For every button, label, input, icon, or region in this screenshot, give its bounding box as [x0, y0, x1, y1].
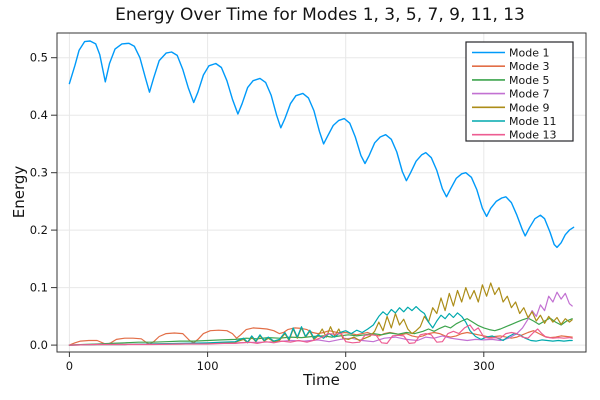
x-tick-label: 200: [335, 359, 357, 373]
y-tick-label: 0.0: [30, 338, 48, 352]
legend-label: Mode 3: [509, 60, 549, 73]
legend-label: Mode 9: [509, 101, 549, 114]
legend-entry-mode-1: Mode 1: [472, 47, 549, 60]
y-tick-label: 0.2: [30, 223, 48, 237]
series-line-mode-1: [68, 40, 575, 249]
x-tick-label: 0: [66, 359, 73, 373]
series-line-mode-5: [68, 317, 573, 346]
legend-entry-mode-11: Mode 11: [472, 115, 556, 128]
series-line-mode-3: [68, 327, 573, 346]
y-tick-label: 0.4: [30, 108, 48, 122]
x-axis-label: Time: [303, 371, 340, 389]
legend-entry-mode-7: Mode 7: [472, 88, 549, 101]
legend-label: Mode 13: [509, 129, 556, 142]
plot-frame: [56, 32, 587, 353]
legend-label: Mode 1: [509, 47, 549, 60]
series-line-mode-9: [68, 282, 573, 346]
legend-entry-mode-5: Mode 5: [472, 74, 549, 87]
legend-entry-mode-13: Mode 13: [472, 129, 556, 142]
series-line-mode-13: [68, 324, 573, 346]
legend-label: Mode 11: [509, 115, 556, 128]
legend-label: Mode 7: [509, 88, 549, 101]
legend-entry-mode-3: Mode 3: [472, 60, 549, 73]
legend-box: [465, 41, 574, 142]
x-tick-label: 100: [197, 359, 219, 373]
y-tick-label: 0.1: [30, 281, 48, 295]
series-line-mode-11: [68, 306, 573, 346]
chart-title: Energy Over Time for Modes 1, 3, 5, 7, 9…: [115, 5, 525, 25]
y-tick-label: 0.3: [30, 166, 48, 180]
x-tick-label: 300: [473, 359, 495, 373]
legend-label: Mode 5: [509, 74, 549, 87]
y-tick-label: 0.5: [30, 51, 48, 65]
legend-entry-mode-9: Mode 9: [472, 101, 549, 114]
